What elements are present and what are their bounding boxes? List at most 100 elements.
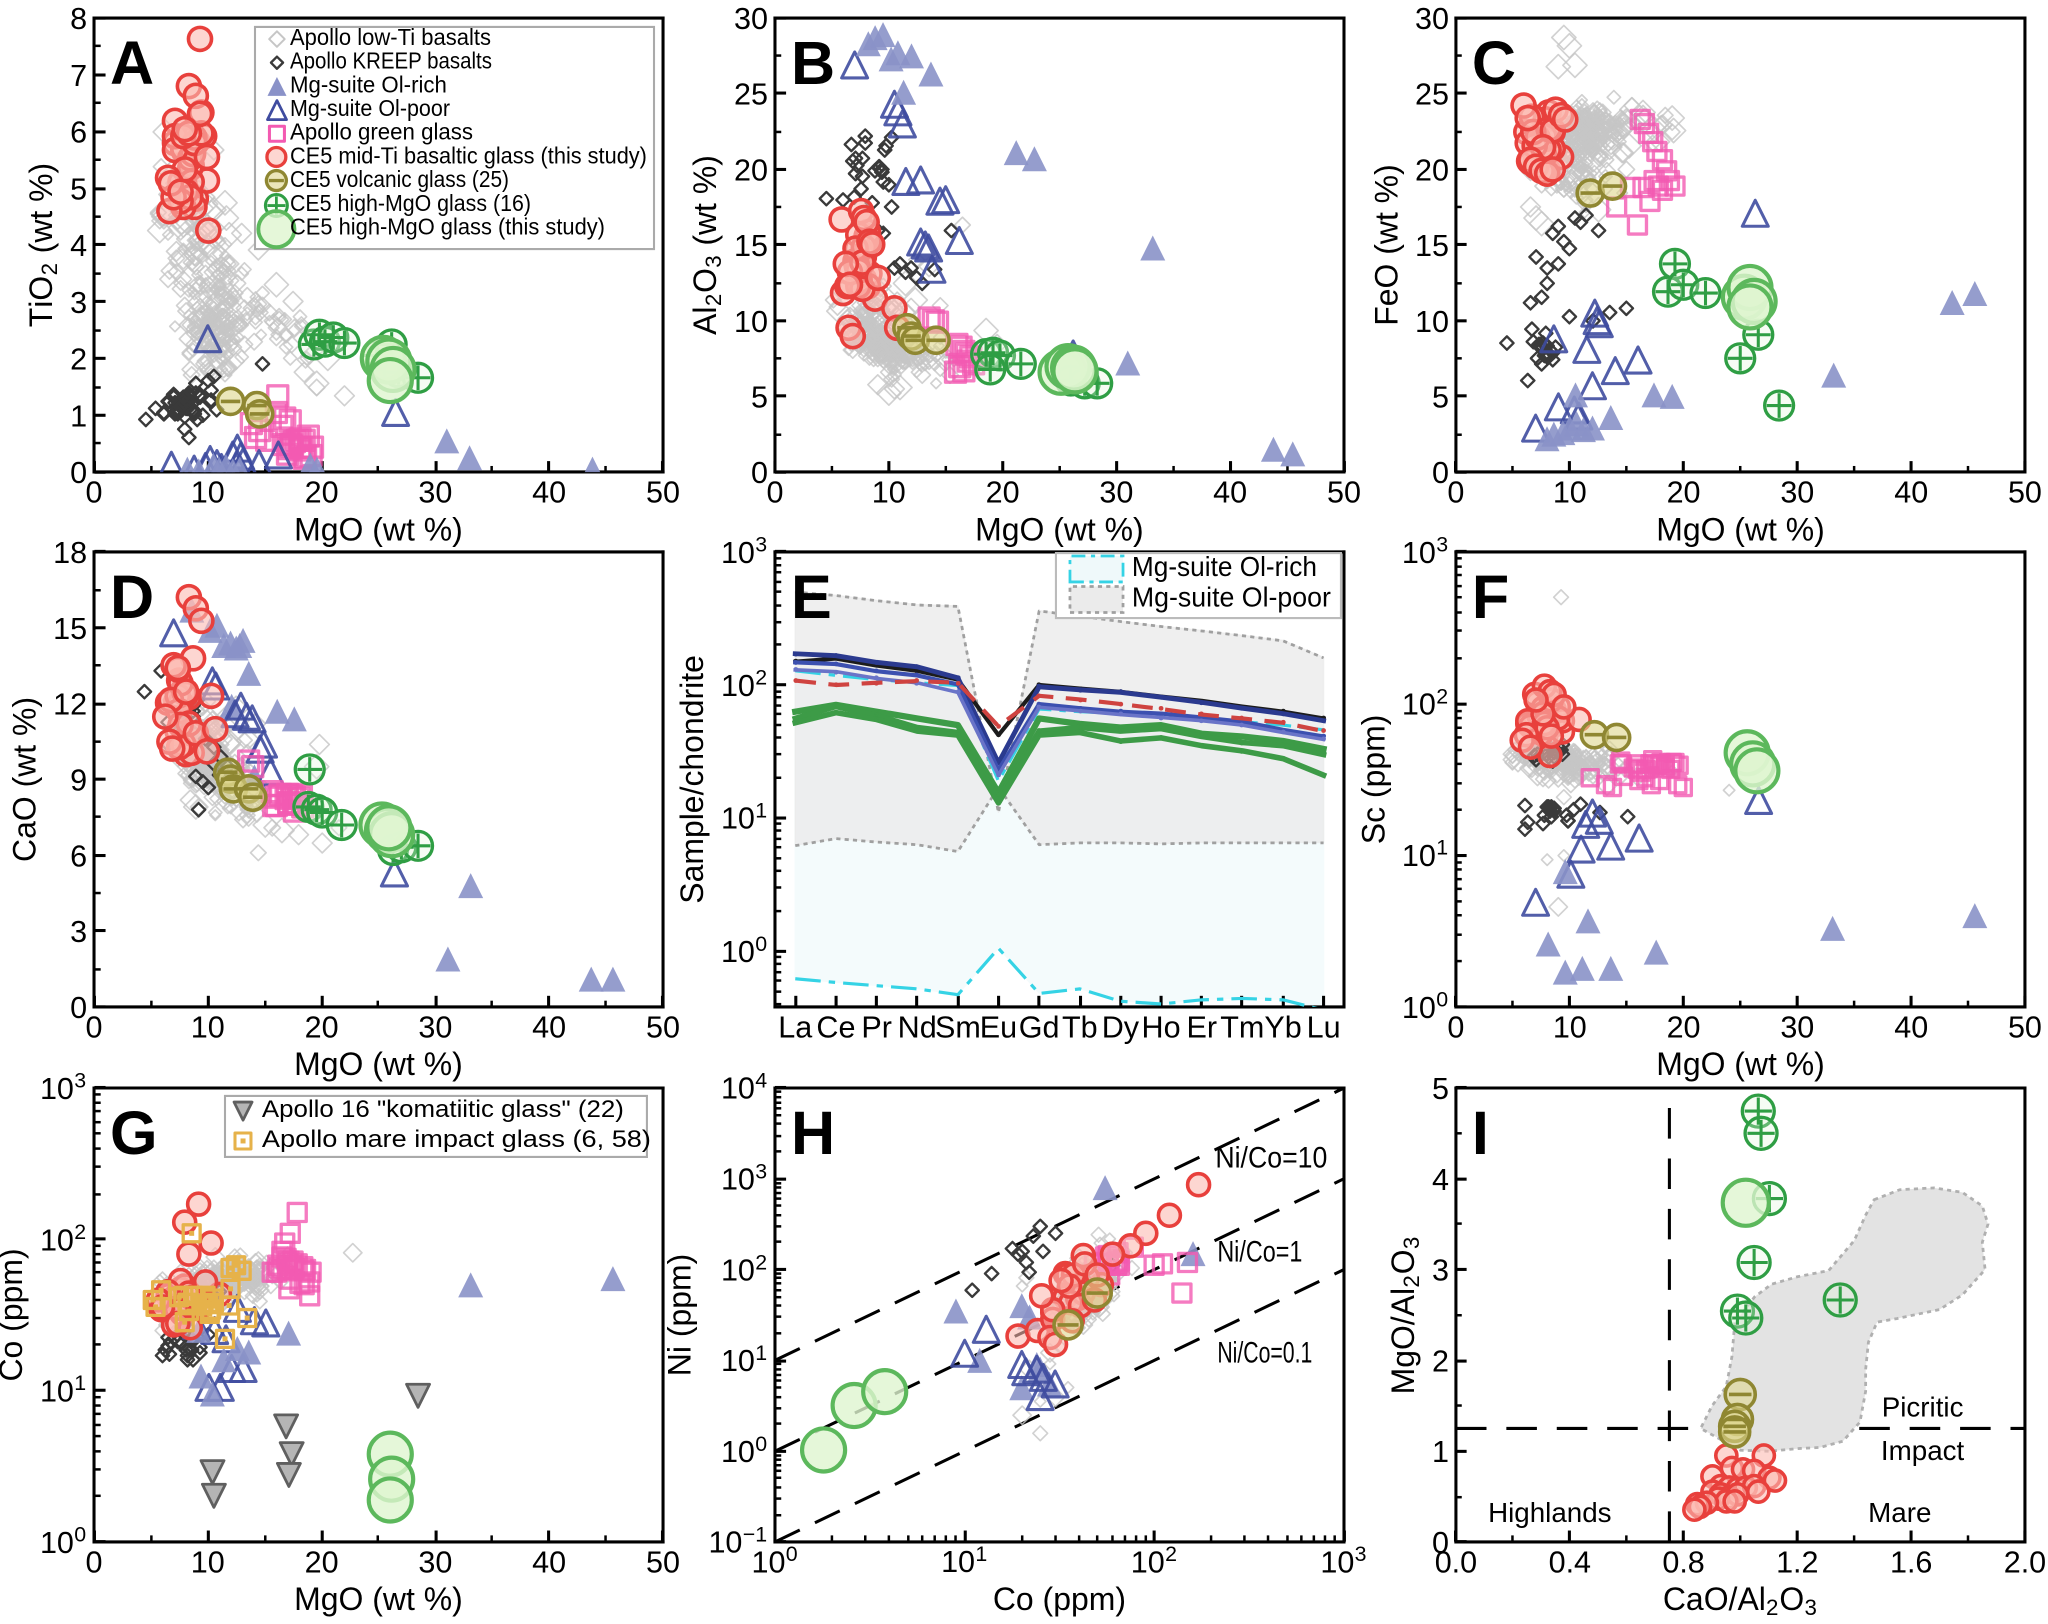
svg-text:1 0 0: 1 0 0	[721, 1432, 767, 1469]
svg-text:50: 50	[2008, 1010, 2042, 1044]
svg-text:1 0 1: 1 0 1	[721, 798, 767, 835]
svg-text:A: A	[110, 29, 154, 97]
svg-text:CaO (wt %): CaO (wt %)	[6, 697, 42, 862]
svg-text:1 0 1: 1 0 1	[721, 1341, 767, 1378]
svg-text:I: I	[1472, 1099, 1489, 1167]
svg-text:Nd: Nd	[898, 1010, 937, 1044]
svg-text:1 0 −: 1 0 − 1	[708, 1521, 767, 1559]
svg-text:0: 0	[86, 1545, 103, 1579]
svg-text:MgO (wt %): MgO (wt %)	[1656, 511, 1825, 547]
svg-text:20: 20	[305, 1010, 339, 1044]
svg-text:40: 40	[1894, 1010, 1928, 1044]
svg-text:8: 8	[70, 2, 87, 36]
svg-text:2: 2	[1432, 1344, 1449, 1378]
svg-text:Ni (ppm): Ni (ppm)	[662, 1254, 698, 1376]
svg-text:0: 0	[1432, 1526, 1449, 1560]
svg-text:Ce: Ce	[816, 1010, 855, 1044]
svg-text:1 0 0: 1 0 0	[1402, 988, 1448, 1025]
svg-text:5: 5	[751, 380, 768, 414]
svg-text:3: 3	[70, 286, 87, 320]
svg-text:1 0 2: 1 0 2	[1131, 1542, 1177, 1579]
svg-text:F: F	[1472, 563, 1509, 631]
svg-text:Ni/Co=0.1: Ni/Co=0.1	[1217, 1337, 1312, 1369]
svg-text:10: 10	[734, 305, 768, 339]
svg-text:Mg-suite Ol-poor: Mg-suite Ol-poor	[290, 95, 450, 121]
svg-text:5: 5	[1432, 380, 1449, 414]
svg-text:1 0 3: 1 0 3	[1320, 1542, 1366, 1579]
svg-text:15: 15	[734, 229, 768, 263]
svg-text:T i O: T i O ( w t % ) 2	[23, 157, 62, 327]
svg-text:1: 1	[70, 399, 87, 433]
svg-text:1 0 1: 1 0 1	[941, 1542, 987, 1579]
svg-text:30: 30	[1415, 2, 1449, 36]
svg-text:30: 30	[1780, 1010, 1814, 1044]
svg-text:1.6: 1.6	[1890, 1545, 1932, 1579]
svg-text:10: 10	[872, 475, 906, 509]
svg-text:Sc (ppm): Sc (ppm)	[1355, 715, 1391, 845]
svg-text:1 0 2: 1 0 2	[721, 1250, 767, 1287]
svg-text:MgO (wt %): MgO (wt %)	[1656, 1046, 1825, 1082]
svg-text:1 0 2: 1 0 2	[40, 1220, 86, 1257]
svg-text:M g O /: M g O / A l O 2 3	[1385, 1237, 1424, 1395]
svg-text:MgO (wt %): MgO (wt %)	[975, 511, 1144, 547]
svg-text:1.2: 1.2	[1776, 1545, 1818, 1579]
svg-text:B: B	[791, 29, 835, 97]
svg-text:1 0 1: 1 0 1	[1402, 836, 1448, 873]
svg-text:3: 3	[70, 915, 87, 949]
svg-text:1 0 2: 1 0 2	[1402, 684, 1448, 721]
svg-text:7: 7	[70, 59, 87, 93]
svg-text:Pr: Pr	[861, 1010, 892, 1044]
svg-text:MgO (wt %): MgO (wt %)	[294, 1581, 463, 1617]
svg-text:H: H	[791, 1099, 835, 1167]
svg-text:Mg-suite Ol-poor: Mg-suite Ol-poor	[1132, 582, 1331, 613]
svg-text:Picritic: Picritic	[1882, 1392, 1964, 1423]
svg-text:30: 30	[1099, 475, 1133, 509]
svg-text:10: 10	[1553, 1010, 1587, 1044]
svg-text:0: 0	[1432, 456, 1449, 490]
svg-text:40: 40	[1894, 475, 1928, 509]
svg-text:Impact: Impact	[1881, 1435, 1965, 1466]
svg-text:4: 4	[70, 229, 87, 263]
svg-text:20: 20	[305, 475, 339, 509]
svg-text:50: 50	[2008, 475, 2042, 509]
svg-text:20: 20	[1667, 475, 1701, 509]
svg-text:Tm: Tm	[1220, 1010, 1264, 1044]
svg-text:E: E	[791, 563, 832, 631]
svg-text:Mg-suite Ol-rich: Mg-suite Ol-rich	[1132, 551, 1317, 582]
svg-text:1 0 4: 1 0 4	[721, 1068, 767, 1105]
svg-text:G: G	[110, 1099, 158, 1167]
svg-text:Mg-suite Ol-rich: Mg-suite Ol-rich	[290, 71, 447, 97]
svg-text:5: 5	[1432, 1072, 1449, 1106]
svg-text:1 0 3: 1 0 3	[1402, 533, 1448, 570]
svg-text:20: 20	[734, 153, 768, 187]
svg-text:40: 40	[532, 1545, 566, 1579]
svg-text:10: 10	[191, 1010, 225, 1044]
svg-text:2: 2	[70, 343, 87, 377]
svg-text:C: C	[1472, 29, 1516, 97]
svg-text:30: 30	[418, 1010, 452, 1044]
svg-text:Mare: Mare	[1868, 1497, 1931, 1528]
svg-text:Ni/Co=1: Ni/Co=1	[1217, 1237, 1302, 1269]
svg-text:50: 50	[1327, 475, 1361, 509]
svg-text:MgO (wt %): MgO (wt %)	[294, 1046, 463, 1082]
svg-text:CE5 mid-Ti basaltic glass (thi: CE5 mid-Ti basaltic glass (this study)	[290, 142, 647, 168]
svg-text:FeO (wt %): FeO (wt %)	[1368, 164, 1404, 325]
svg-text:30: 30	[734, 2, 768, 36]
svg-text:Co (ppm): Co (ppm)	[993, 1581, 1126, 1617]
svg-text:5: 5	[70, 172, 87, 206]
svg-text:1 0 2: 1 0 2	[721, 666, 767, 703]
svg-text:MgO (wt %): MgO (wt %)	[294, 511, 463, 547]
svg-text:9: 9	[70, 764, 87, 798]
svg-text:12: 12	[53, 688, 87, 722]
svg-text:0: 0	[86, 1010, 103, 1044]
svg-text:Lu: Lu	[1307, 1010, 1341, 1044]
svg-text:Tb: Tb	[1062, 1010, 1098, 1044]
svg-text:10: 10	[191, 1545, 225, 1579]
svg-text:0: 0	[1447, 475, 1464, 509]
svg-text:15: 15	[1415, 229, 1449, 263]
svg-text:0: 0	[1447, 1010, 1464, 1044]
svg-text:Sm: Sm	[935, 1010, 981, 1044]
svg-text:Apollo 16 "komatiitic glass" (: Apollo 16 "komatiitic glass" (22)	[262, 1096, 624, 1123]
svg-text:50: 50	[646, 1545, 680, 1579]
svg-text:0: 0	[70, 991, 87, 1025]
